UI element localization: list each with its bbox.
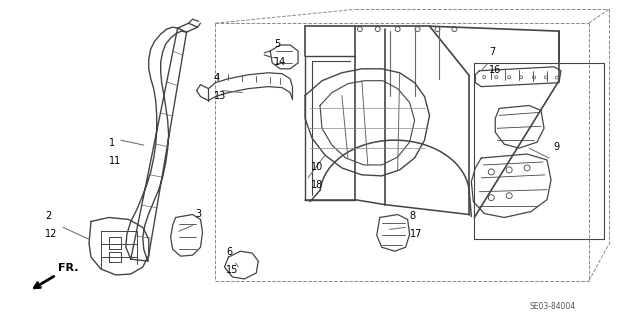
- Text: 17: 17: [410, 229, 422, 239]
- Text: 11: 11: [109, 156, 121, 166]
- Text: 12: 12: [45, 229, 58, 239]
- Text: 10: 10: [311, 162, 323, 172]
- Text: 13: 13: [214, 91, 226, 100]
- Text: 7: 7: [489, 47, 495, 57]
- Text: 6: 6: [227, 247, 232, 257]
- Text: 3: 3: [196, 210, 202, 219]
- Text: 4: 4: [214, 73, 220, 83]
- Text: 5: 5: [274, 39, 280, 49]
- Text: 9: 9: [553, 142, 559, 152]
- Text: 16: 16: [489, 65, 502, 75]
- Text: 15: 15: [227, 265, 239, 275]
- Text: FR.: FR.: [58, 263, 79, 273]
- Text: 14: 14: [274, 57, 287, 67]
- Text: 18: 18: [311, 180, 323, 190]
- Text: 1: 1: [109, 138, 115, 148]
- Bar: [474, 63, 604, 239]
- Text: 2: 2: [45, 211, 51, 221]
- Text: SE03-84004: SE03-84004: [529, 302, 575, 311]
- Text: 8: 8: [410, 211, 416, 221]
